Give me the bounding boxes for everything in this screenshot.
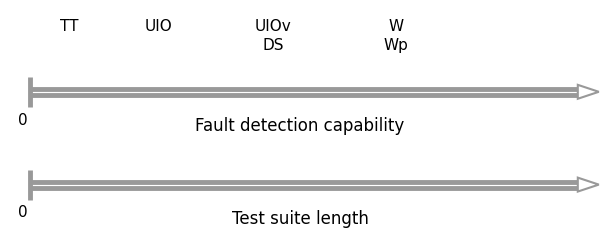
Text: UIO: UIO [145, 18, 173, 33]
Text: 0: 0 [18, 204, 28, 219]
FancyArrow shape [578, 178, 599, 192]
FancyArrow shape [578, 85, 599, 99]
Text: Fault detection capability: Fault detection capability [196, 117, 404, 135]
Text: Test suite length: Test suite length [232, 209, 368, 227]
Text: TT: TT [60, 18, 78, 33]
Text: UIOv
DS: UIOv DS [254, 18, 292, 53]
Text: 0: 0 [18, 112, 28, 127]
Text: W
Wp: W Wp [383, 18, 409, 53]
